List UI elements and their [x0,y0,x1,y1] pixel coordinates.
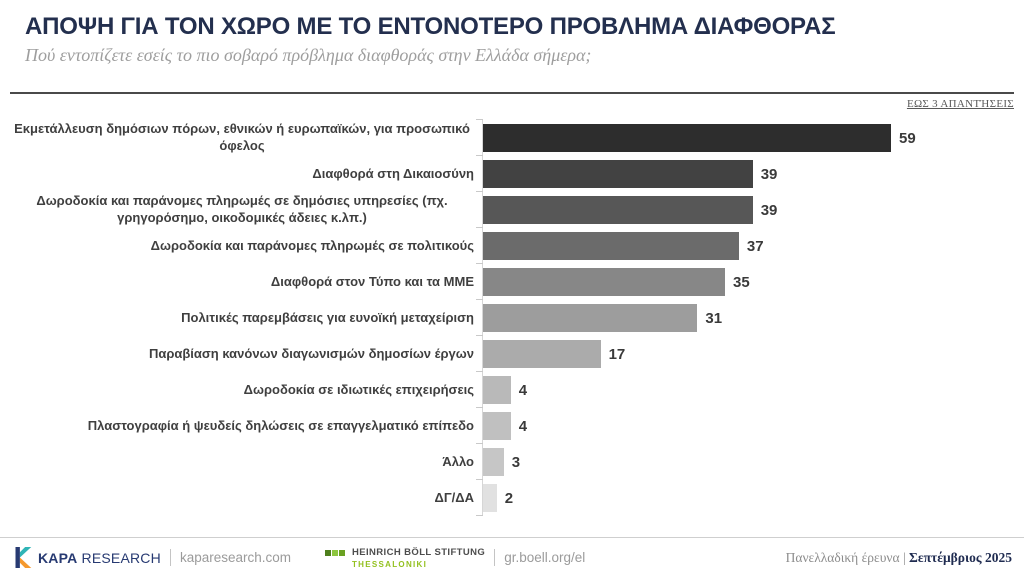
footer-divider-line [169,549,171,566]
bar [483,196,753,224]
bar [483,124,891,152]
value-label: 2 [504,489,514,507]
category-label-cell: Διαφθορά στον Τύπο και τα ΜΜΕ [10,274,482,291]
category-label-cell: Δωροδοκία και παράνομες πληρωμές σε πολι… [10,238,482,255]
bar [483,232,739,260]
bar-cell: 37 [476,227,1014,264]
header-divider [10,92,1014,94]
boell-square [325,550,331,556]
boell-website: gr.boell.org/el [504,550,586,565]
bar [483,376,511,404]
category-label: Πολιτικές παρεμβάσεις για ευνοϊκή μεταχε… [181,309,474,325]
chart-row: Διαφθορά στη Δικαιοσύνη 39 [10,155,1014,192]
bar [483,340,601,368]
boell-city: THESSALONIKI [352,559,428,569]
heinrich-boell-branding: HEINRICH BÖLL STIFTUNG THESSALONIKI gr.b… [325,547,585,569]
boell-square [332,550,338,556]
category-label-cell: Πλαστογραφία ή ψευδείς δηλώσεις σε επαγγ… [10,418,482,435]
bar [483,304,698,332]
bar-cell: 31 [476,299,1014,336]
category-label-cell: Άλλο [10,454,482,471]
chart-row: Διαφθορά στον Τύπο και τα ΜΜΕ 35 [10,263,1014,300]
footer: KAPA RESEARCH kaparesearch.com HEINRICH … [0,537,1024,577]
boell-square [339,550,345,556]
boell-logo-icon [325,550,346,556]
boell-name: HEINRICH BÖLL STIFTUNG [352,546,486,558]
chart-row: Πολιτικές παρεμβάσεις για ευνοϊκή μεταχε… [10,299,1014,336]
boell-text: HEINRICH BÖLL STIFTUNG THESSALONIKI [352,547,485,569]
bar [483,412,511,440]
category-label: Άλλο [442,453,474,469]
bar [483,484,497,512]
bar-cell: 59 [476,119,1014,156]
value-label: 37 [746,237,764,255]
chart-row: Δωροδοκία και παράνομες πληρωμές σε δημό… [10,191,1014,228]
kapa-logo-icon [15,547,32,568]
category-label-cell: Δωροδοκία και παράνομες πληρωμές σε δημό… [10,193,482,227]
category-label: Παραβίαση κανόνων διαγωνισμών δημοσίων έ… [148,345,474,361]
category-label: Διαφθορά στη Δικαιοσύνη [312,165,474,181]
kapa-research-branding: KAPA RESEARCH kaparesearch.com [12,546,291,569]
category-label: Πλαστογραφία ή ψευδείς δηλώσεις σε επαγγ… [87,417,474,433]
kapa-website: kaparesearch.com [179,550,291,565]
category-label-cell: Διαφθορά στη Δικαιοσύνη [10,166,482,183]
chart-row: Άλλο 3 [10,443,1014,480]
kapa-brand-text: KAPA RESEARCH [38,550,161,566]
survey-info: Πανελλαδική έρευνα | Σεπτέμβριος 2025 [786,550,1012,566]
category-label-cell: Πολιτικές παρεμβάσεις για ευνοϊκή μεταχε… [10,310,482,327]
value-label: 17 [608,345,626,363]
value-label: 59 [899,129,916,147]
bar-cell: 3 [476,443,1014,480]
category-label-cell: Δωροδοκία σε ιδιωτικές επιχειρήσεις [10,382,482,399]
chart-rows: Εκμετάλλευση δημόσιων πόρων, εθνικών ή ε… [10,119,1014,516]
value-label: 4 [518,417,528,435]
max-answers-note: ΕΩΣ 3 ΑΠΑΝΤΉΣΕΙΣ [906,98,1014,110]
kapa-brand-rest: RESEARCH [81,549,161,566]
header: ΑΠΟΨΗ ΓΙΑ ΤΟΝ ΧΩΡΟ ΜΕ ΤΟ ΕΝΤΟΝΟΤΕΡΟ ΠΡΟΒ… [0,0,1024,66]
category-label: Δωροδοκία σε ιδιωτικές επιχειρήσεις [243,381,474,397]
bar [483,448,504,476]
bar-cell: 2 [476,479,1014,516]
footer-divider-line [494,549,496,566]
category-label: Δωροδοκία και παράνομες πληρωμές σε πολι… [150,237,474,253]
bar [483,160,753,188]
value-label: 31 [705,309,723,327]
chart-row: Πλαστογραφία ή ψευδείς δηλώσεις σε επαγγ… [10,407,1014,444]
page-subtitle: Πού εντοπίζετε εσείς το πιο σοβαρό πρόβλ… [25,44,592,65]
bar-cell: 4 [476,407,1014,444]
bar-cell: 39 [476,155,1014,192]
category-label-cell: Εκμετάλλευση δημόσιων πόρων, εθνικών ή ε… [10,121,482,155]
chart-row: Παραβίαση κανόνων διαγωνισμών δημοσίων έ… [10,335,1014,372]
category-label: Εκμετάλλευση δημόσιων πόρων, εθνικών ή ε… [14,121,470,153]
chart-row: ΔΓ/ΔΑ 2 [10,479,1014,516]
survey-separator: | [899,549,910,565]
bar-cell: 4 [476,371,1014,408]
chart-row: Δωροδοκία σε ιδιωτικές επιχειρήσεις 4 [10,371,1014,408]
survey-type: Πανελλαδική έρευνα [785,549,900,565]
bar-cell: 35 [476,263,1014,300]
value-label: 35 [733,273,750,291]
value-label: 4 [518,381,528,399]
kapa-brand-bold: KAPA [38,549,78,566]
chart-row: Δωροδοκία και παράνομες πληρωμές σε πολι… [10,227,1014,264]
survey-date: Σεπτέμβριος 2025 [909,549,1012,565]
bar [483,268,725,296]
value-label: 3 [511,453,521,471]
category-label-cell: ΔΓ/ΔΑ [10,490,482,507]
bar-cell: 17 [476,335,1014,372]
bar-chart: Εκμετάλλευση δημόσιων πόρων, εθνικών ή ε… [10,119,1014,516]
category-label: Διαφθορά στον Τύπο και τα ΜΜΕ [270,273,474,289]
value-label: 39 [760,165,778,183]
chart-row: Εκμετάλλευση δημόσιων πόρων, εθνικών ή ε… [10,119,1014,156]
value-label: 39 [760,201,778,219]
category-label: Δωροδοκία και παράνομες πληρωμές σε δημό… [36,193,448,225]
category-label-cell: Παραβίαση κανόνων διαγωνισμών δημοσίων έ… [10,346,482,363]
category-label: ΔΓ/ΔΑ [434,489,474,505]
page-title: ΑΠΟΨΗ ΓΙΑ ΤΟΝ ΧΩΡΟ ΜΕ ΤΟ ΕΝΤΟΝΟΤΕΡΟ ΠΡΟΒ… [25,13,836,40]
bar-cell: 39 [476,191,1014,228]
